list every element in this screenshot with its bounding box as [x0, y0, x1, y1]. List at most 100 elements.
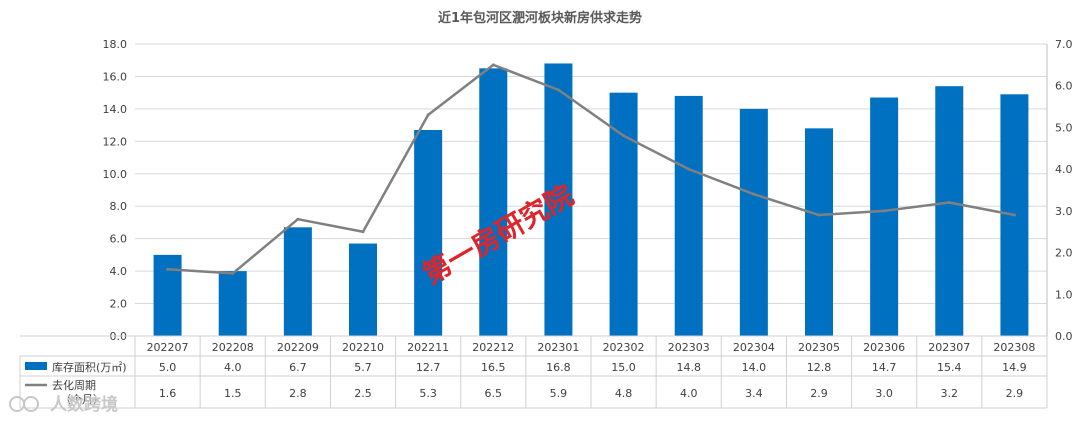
x-category-label: 202307 [928, 341, 970, 354]
bar [870, 97, 899, 337]
line-path [167, 63, 1015, 275]
line-point [817, 213, 821, 217]
bar-data-label: 12.8 [807, 361, 832, 374]
line-data-label: 1.5 [224, 387, 242, 400]
y-right-tick-label: 7.0 [1055, 38, 1073, 51]
bar [544, 63, 573, 336]
x-category-label: 202207 [147, 341, 189, 354]
bar [218, 271, 247, 336]
logo: 人数跨境 [9, 394, 118, 415]
line-data-label: 2.9 [1006, 387, 1024, 400]
line-data-label: 2.8 [289, 387, 307, 400]
logo-text: 人数跨境 [50, 394, 118, 415]
bar-data-label: 15.4 [937, 361, 962, 374]
y-left-tick-label: 2.0 [110, 298, 128, 311]
y-right-tick-label: 3.0 [1055, 205, 1073, 218]
bar-data-label: 5.7 [354, 361, 372, 374]
legend-line-label: 去化周期（个月） [52, 378, 104, 406]
line-point [687, 167, 691, 171]
bar [739, 108, 768, 336]
bar [153, 254, 182, 336]
x-category-label: 202208 [212, 341, 254, 354]
y-left-tick-label: 14.0 [103, 103, 128, 116]
bar [349, 243, 377, 336]
line-point [426, 113, 430, 117]
line-point [296, 217, 300, 221]
y-right-tick-label: 1.0 [1055, 288, 1073, 301]
bar [935, 86, 964, 336]
line-data-label: 5.3 [419, 387, 437, 400]
line-series [166, 63, 1016, 275]
x-category-label: 202211 [407, 341, 449, 354]
line-data-label: 4.0 [680, 387, 698, 400]
line-point [882, 209, 886, 213]
data-table: 202207 5.0 1.6 202208 4.0 1.5 202209 6.7 2.8 2022… [19, 335, 1048, 409]
legend-bar-label: 库存面积(万㎡) [52, 360, 127, 374]
bar-data-label: 14.7 [872, 361, 897, 374]
bar-data-label: 14.0 [742, 361, 767, 374]
line-point [947, 201, 951, 205]
line-data-label: 4.8 [615, 387, 633, 400]
x-category-label: 202304 [733, 341, 775, 354]
bar-data-label: 12.7 [416, 361, 441, 374]
line-data-label: 2.5 [354, 387, 372, 400]
x-category-label: 202212 [472, 341, 514, 354]
line-point [1012, 213, 1016, 217]
bar [805, 128, 833, 336]
line-point [491, 63, 495, 67]
y-left-tick-label: 12.0 [103, 135, 128, 148]
line-data-label: 3.4 [745, 387, 763, 400]
line-data-label: 1.6 [159, 387, 177, 400]
bar-data-label: 4.0 [224, 361, 242, 374]
bar-data-label: 16.8 [546, 361, 571, 374]
y-right-tick-label: 0.0 [1055, 330, 1073, 343]
chart-title: 近1年包河区淝河板块新房供求走势 [438, 10, 642, 26]
line-point [622, 134, 626, 138]
line-data-label: 3.0 [875, 387, 893, 400]
y-axis-right: 0.0 1.0 2.0 3.0 4.0 5.0 6.0 7.0 [1055, 38, 1073, 343]
x-category-label: 202308 [993, 341, 1035, 354]
bar [283, 227, 312, 336]
line-data-label: 2.9 [810, 387, 828, 400]
line-point [231, 271, 235, 275]
line-point [361, 230, 365, 234]
line-data-label: 3.2 [941, 387, 959, 400]
bar-data-label: 14.8 [676, 361, 701, 374]
y-right-tick-label: 2.0 [1055, 247, 1073, 260]
bar [674, 95, 703, 337]
y-right-tick-label: 4.0 [1055, 163, 1073, 176]
y-left-tick-label: 8.0 [110, 200, 128, 213]
x-category-label: 202306 [863, 341, 905, 354]
y-left-tick-label: 6.0 [110, 233, 128, 246]
line-point [752, 192, 756, 196]
line-point [166, 267, 170, 271]
line-data-label: 6.5 [485, 387, 503, 400]
infinity-logo-icon [9, 396, 39, 412]
bar [609, 92, 638, 337]
bar [414, 129, 443, 336]
y-right-tick-label: 6.0 [1055, 80, 1073, 93]
y-axis-left: 0.02.04.06.08.010.012.014.016.018.0 [103, 38, 128, 343]
y-left-tick-label: 10.0 [103, 168, 128, 181]
bar-data-label: 6.7 [289, 361, 307, 374]
gridlines [135, 43, 1048, 337]
bar [479, 68, 508, 336]
bar-data-label: 16.5 [481, 361, 506, 374]
x-category-label: 202301 [537, 341, 579, 354]
line-data-label: 5.9 [550, 387, 568, 400]
x-category-label: 202209 [277, 341, 319, 354]
y-left-tick-label: 4.0 [110, 265, 128, 278]
x-category-label: 202303 [668, 341, 710, 354]
bar-data-label: 15.0 [611, 361, 636, 374]
y-left-tick-label: 16.0 [103, 70, 128, 83]
line-point [556, 88, 560, 92]
y-left-tick-label: 18.0 [103, 38, 128, 51]
bar-data-label: 14.9 [1002, 361, 1027, 374]
bar-data-label: 5.0 [159, 361, 177, 374]
x-category-label: 202302 [603, 341, 645, 354]
x-category-label: 202305 [798, 341, 840, 354]
bar-series [153, 63, 1029, 337]
x-category-label: 202210 [342, 341, 384, 354]
y-right-tick-label: 5.0 [1055, 121, 1073, 134]
